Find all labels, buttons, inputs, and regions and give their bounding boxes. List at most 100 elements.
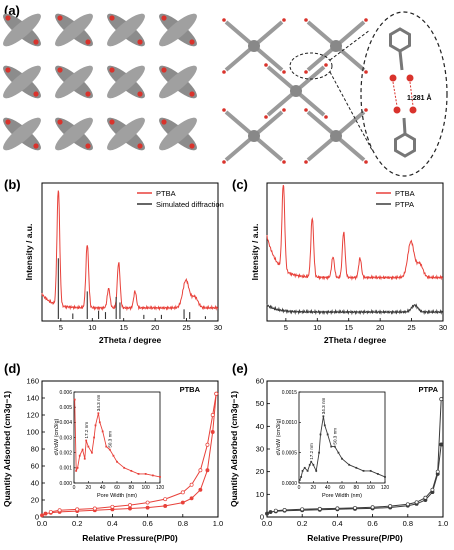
isotherm-point [265,511,269,516]
x-tick-label: 10 [313,323,321,332]
pore-size-point [81,448,84,451]
y-tick-label: 0 [35,513,39,522]
framework-strand [55,65,93,99]
y-tick-label: 120 [26,411,39,420]
isotherm-point [405,502,410,507]
isotherm-point [198,487,203,492]
x-tick-label: 0.2 [297,519,307,528]
pore-size-point [94,424,97,427]
x-tick-label: 5 [59,323,63,332]
oxygen-atom [161,119,167,125]
isotherm-desorption [50,393,217,513]
pore-size-point [298,479,301,481]
oxygen-atom [137,39,143,45]
oxygen-atom [109,67,115,73]
inset-d-xlabel: Pore Width (nm) [97,493,137,499]
isotherm-point [145,500,150,505]
hydrogen-bond-dimer-image [389,27,417,158]
x-tick-label: 15 [345,323,353,332]
oxygen-atom [5,15,11,21]
isotherm-point [282,508,287,512]
xrd-curve-ptba [41,190,219,312]
oxygen-atom [85,39,91,45]
pore-annotation: 17.2 nm [309,443,314,460]
plot-b-frame [41,182,219,322]
pore-size-point [315,469,318,472]
pore-size-point [97,412,100,415]
isotherm-point [180,490,185,495]
inset-x-tick-label: 100 [141,485,150,491]
inset-e: 0 20 40 60 80 100 120 0.0000 0.0005 0.0010 0.0015 1… [282,390,390,491]
panel-e: (e) 0.0 0.2 0.4 0.6 0.8 1.0 0 10 20 30 40 50 60 PTPA… [229,361,448,543]
inset-x-tick-label: 120 [156,485,165,491]
inset-y-tick-label: 0.004 [59,420,72,426]
inset-y-tick-label: 0.003 [59,435,72,441]
oxygen-atom [264,115,268,119]
inset-x-tick-label: 100 [366,485,375,491]
oxygen-atom [57,15,63,21]
pore-annotation: 34.3 nm [321,397,326,414]
isotherm-point [210,430,215,434]
pore-size-point [87,445,90,448]
oxygen-atom [304,18,308,22]
inset-x-tick-label: 0 [73,485,76,491]
inset-x-tick-label: 60 [339,485,345,491]
pore-size-point [376,473,379,475]
plot-c-frame [266,182,444,322]
x-tick-label: 1.0 [438,519,448,528]
framework-strand [3,117,41,151]
panel-c-label: (c) [232,177,248,192]
pore-size-point [116,460,118,463]
oxygen-atom [264,63,268,67]
framework-strand [55,117,93,151]
plot-b-data [41,190,219,319]
inset-y-tick-label: 0.000 [59,481,72,487]
oxygen-atom [33,143,39,149]
isotherm-point [317,506,322,511]
legend-b-ptba: PTBA [156,189,176,198]
y-tick-label: 20 [31,496,39,505]
isotherm-point [388,504,393,509]
x-tick-label: 15 [120,323,128,332]
framework-strand [159,117,197,151]
panel-b: (b) 5 10 15 20 25 30 2Theta / degree Intensit… [4,177,224,345]
inset-e-frame [298,391,386,484]
x-tick-label: 0.0 [262,519,272,528]
highlight-ellipse [289,52,333,80]
oxygen-atom [364,18,368,22]
molecule-core [248,130,260,142]
pore-size-point [341,457,343,460]
inset-x-tick-label: 80 [129,485,135,491]
pore-size-point [112,454,115,457]
oxygen-atom [161,67,167,73]
pore-size-point [348,463,351,466]
oxygen-atom [137,143,143,149]
inset-x-tick-label: 120 [381,485,390,491]
y-tick-label: 0 [260,513,264,522]
pore-size-point [318,451,320,454]
isotherm-point [110,504,115,509]
x-tick-label: 0.8 [178,519,188,528]
pore-annotation: 50.3 nm [108,431,113,448]
inset-y-tick-label: 0.0015 [282,390,298,396]
legend-b-sim: Simulated diffraction [156,200,224,209]
pore-size-point [73,398,76,401]
plot-b-xlabel: 2Theta / degree [99,335,162,345]
x-tick-label: 0.4 [107,519,117,528]
inset-e-ylabel: dV/dW (cm3/g) [276,419,282,456]
y-tick-label: 40 [256,422,264,431]
x-tick-label: 20 [376,323,384,332]
pore-size-point [384,476,386,478]
inset-x-tick-label: 0 [298,485,301,491]
pore-size-point [85,439,88,442]
pore-size-point [310,460,313,463]
oxygen-atom [389,74,397,82]
pore-size-curve [74,399,161,478]
y-tick-label: 50 [256,399,264,408]
benzene-ring-top [389,27,411,53]
bond [402,117,407,135]
pore-size-point [159,476,161,478]
x-tick-label: 20 [151,323,159,332]
oxygen-atom [222,108,226,112]
plot-c-data [266,184,444,316]
